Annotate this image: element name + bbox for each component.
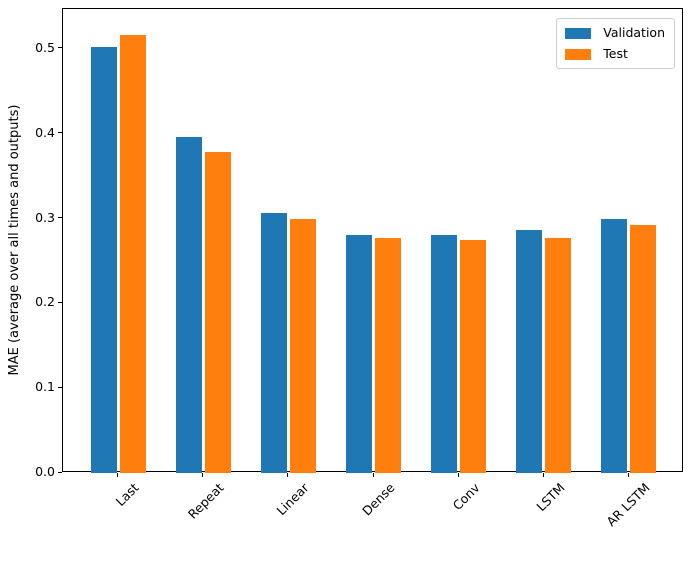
x-tick-label: LSTM [533,480,568,515]
y-tick-label: 0.4 [35,124,55,140]
bar-test-ar-lstm [630,225,656,473]
y-tick-label: 0.0 [35,464,55,479]
y-tick [58,132,62,134]
legend-swatch-test [565,48,592,60]
legend-label-validation: Validation [603,25,665,40]
legend-swatch-validation [565,27,592,39]
y-axis-label: MAE (average over all times and outputs) [7,104,22,376]
bar-test-lstm [545,238,571,473]
bar-validation-conv [431,234,457,473]
bar-test-repeat [205,152,231,473]
x-tick [627,473,629,477]
bar-validation-dense [346,234,372,473]
bar-validation-last [91,47,117,473]
bar-validation-repeat [176,137,202,473]
y-tick [58,386,62,388]
y-tick [58,217,62,219]
legend-item-validation: Validation [565,25,665,41]
x-tick [372,473,374,477]
plot-area: Validation Test [62,8,683,473]
x-tick-label: Linear [273,480,313,519]
bar-validation-ar-lstm [601,219,627,473]
x-tick [542,473,544,477]
y-tick-label: 0.3 [35,209,55,225]
x-tick [457,473,459,477]
y-tick [58,471,62,473]
bar-test-conv [460,239,486,473]
legend-label-test: Test [603,46,628,61]
x-tick [117,473,119,477]
x-tick-label: Repeat [185,480,227,522]
bar-test-linear [290,219,316,473]
y-tick [58,301,62,303]
x-tick [287,473,289,477]
y-tick-label: 0.5 [35,39,55,55]
bar-validation-lstm [516,229,542,473]
legend: Validation Test [556,18,675,69]
y-tick-label: 0.2 [35,294,55,310]
x-tick-label: AR LSTM [603,480,653,530]
x-tick [202,473,204,477]
legend-item-test: Test [565,46,665,62]
bar-test-dense [375,238,401,473]
figure: MAE (average over all times and outputs)… [7,8,683,530]
bar-validation-linear [261,213,287,473]
x-tick-label: Conv [449,480,483,514]
bar-test-last [119,35,146,473]
y-tick-label: 0.1 [35,379,55,395]
x-tick-label: Last [112,480,142,510]
y-tick [58,47,62,49]
x-tick-label: Dense [358,480,398,519]
